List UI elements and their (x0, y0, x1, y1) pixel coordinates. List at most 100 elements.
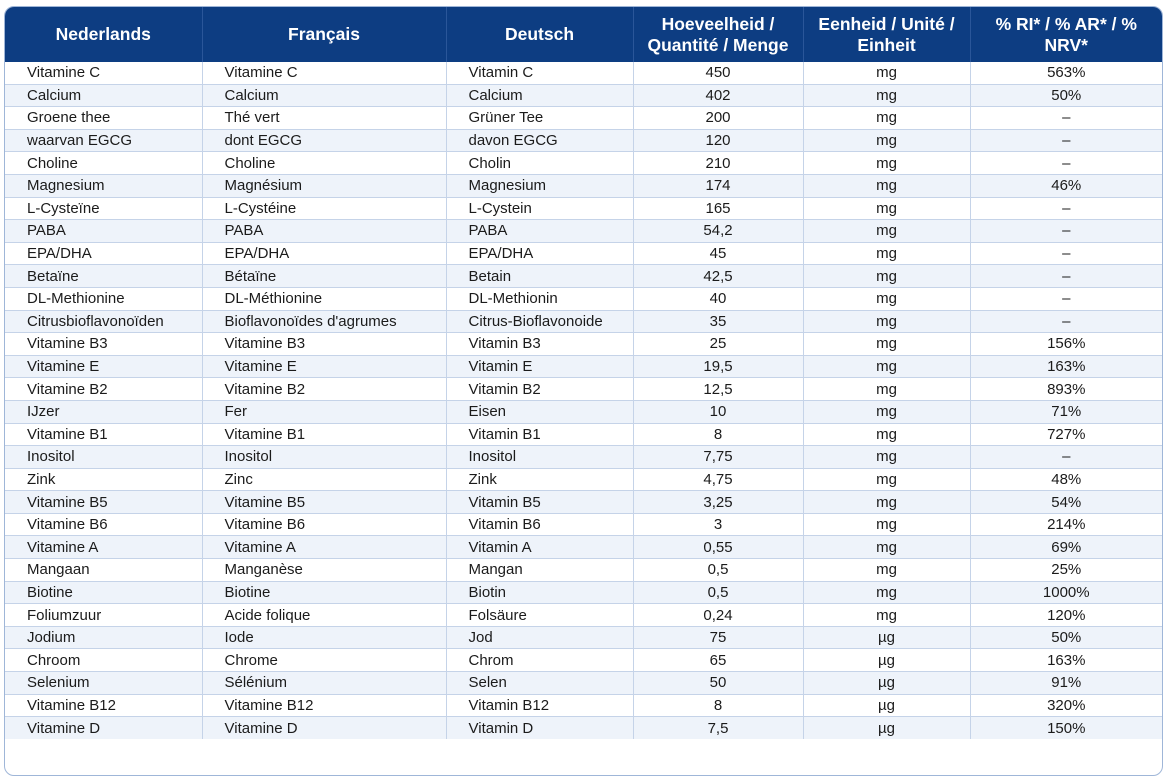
cell-reference-intake: 50% (970, 84, 1162, 108)
table-row: Vitamine B1 Vitamine B1 Vitamin B1 8 mg 727% (5, 423, 1162, 447)
cell-dutch: Vitamine E (5, 355, 203, 379)
table-row: Inositol Inositol Inositol 7,75 mg – (5, 445, 1162, 469)
cell-reference-intake: – (970, 264, 1162, 288)
cell-reference-intake: 69% (970, 535, 1162, 560)
header-french: Français (202, 7, 447, 62)
cell-quantity: 50 (633, 671, 804, 695)
cell-dutch: Foliumzuur (5, 603, 203, 627)
cell-unit: mg (803, 264, 971, 288)
cell-french: Vitamine D (202, 716, 447, 739)
cell-german: Inositol (446, 445, 634, 469)
cell-quantity: 7,75 (633, 445, 804, 469)
cell-unit: mg (803, 62, 971, 85)
cell-dutch: Vitamine A (5, 535, 203, 560)
cell-reference-intake: 54% (970, 490, 1162, 514)
cell-dutch: IJzer (5, 400, 203, 424)
cell-reference-intake: – (970, 129, 1162, 153)
cell-unit: mg (803, 513, 971, 537)
cell-french: Vitamine A (202, 535, 447, 560)
cell-german: Vitamin B1 (446, 423, 634, 447)
cell-unit: mg (803, 287, 971, 311)
cell-quantity: 120 (633, 129, 804, 153)
header-row: Nederlands Français Deutsch Hoeveelheid … (5, 7, 1162, 62)
cell-german: Calcium (446, 84, 634, 108)
table-row: Biotine Biotine Biotin 0,5 mg 1000% (5, 581, 1162, 605)
cell-unit: mg (803, 558, 971, 582)
cell-quantity: 0,24 (633, 603, 804, 627)
cell-quantity: 0,5 (633, 558, 804, 582)
cell-french: Chrome (202, 648, 447, 673)
cell-dutch: Selenium (5, 671, 203, 695)
cell-reference-intake: 163% (970, 355, 1162, 379)
table-row: Vitamine B3 Vitamine B3 Vitamin B3 25 mg 156% (5, 332, 1162, 356)
nutrition-table: Nederlands Français Deutsch Hoeveelheid … (5, 7, 1162, 739)
cell-quantity: 45 (633, 242, 804, 266)
cell-german: EPA/DHA (446, 242, 634, 266)
cell-unit: mg (803, 84, 971, 108)
cell-unit: µg (803, 626, 971, 650)
cell-dutch: Citrusbioflavonoïden (5, 310, 203, 334)
table-row: Jodium Iode Jod 75 µg 50% (5, 626, 1162, 650)
cell-french: EPA/DHA (202, 242, 447, 266)
cell-reference-intake: 563% (970, 62, 1162, 85)
cell-quantity: 25 (633, 332, 804, 356)
cell-reference-intake: 120% (970, 603, 1162, 627)
cell-quantity: 42,5 (633, 264, 804, 288)
cell-quantity: 3,25 (633, 490, 804, 514)
cell-quantity: 4,75 (633, 468, 804, 492)
cell-german: Betain (446, 264, 634, 288)
cell-german: Vitamin B2 (446, 377, 634, 401)
cell-dutch: Vitamine B2 (5, 377, 203, 401)
cell-french: Bioflavonoïdes d'agrumes (202, 310, 447, 334)
table-row: PABA PABA PABA 54,2 mg – (5, 219, 1162, 243)
cell-reference-intake: 48% (970, 468, 1162, 492)
table-row: Vitamine B6 Vitamine B6 Vitamin B6 3 mg 214% (5, 513, 1162, 537)
cell-unit: mg (803, 423, 971, 447)
cell-german: DL-Methionin (446, 287, 634, 311)
cell-french: Fer (202, 400, 447, 424)
cell-reference-intake: 25% (970, 558, 1162, 582)
cell-german: Mangan (446, 558, 634, 582)
cell-dutch: Betaïne (5, 264, 203, 288)
cell-reference-intake: 1000% (970, 581, 1162, 605)
cell-french: Magnésium (202, 174, 447, 198)
cell-french: Acide folique (202, 603, 447, 627)
header-quantity: Hoeveelheid / Quantité / Menge (633, 7, 804, 62)
cell-unit: mg (803, 400, 971, 424)
cell-reference-intake: – (970, 219, 1162, 243)
cell-reference-intake: 163% (970, 648, 1162, 673)
header-reference-intake: % RI* / % AR* / % NRV* (970, 7, 1162, 62)
cell-quantity: 19,5 (633, 355, 804, 379)
cell-unit: mg (803, 242, 971, 266)
cell-german: Vitamin B6 (446, 513, 634, 537)
cell-french: Vitamine B3 (202, 332, 447, 356)
cell-french: Vitamine B12 (202, 694, 447, 718)
cell-quantity: 0,55 (633, 535, 804, 560)
cell-quantity: 75 (633, 626, 804, 650)
header-unit: Eenheid / Unité / Einheit (803, 7, 971, 62)
cell-unit: mg (803, 310, 971, 334)
cell-dutch: L-Cysteïne (5, 197, 203, 221)
cell-french: DL-Méthionine (202, 287, 447, 311)
cell-dutch: Calcium (5, 84, 203, 108)
cell-french: Iode (202, 626, 447, 650)
cell-french: Choline (202, 151, 447, 175)
cell-dutch: PABA (5, 219, 203, 243)
cell-quantity: 3 (633, 513, 804, 537)
cell-reference-intake: 214% (970, 513, 1162, 537)
nutrition-table-container: Nederlands Français Deutsch Hoeveelheid … (4, 6, 1163, 776)
table-row: Vitamine B12 Vitamine B12 Vitamin B12 8 µg 32… (5, 694, 1162, 718)
cell-german: Biotin (446, 581, 634, 605)
table-header: Nederlands Français Deutsch Hoeveelheid … (5, 7, 1162, 62)
cell-reference-intake: – (970, 310, 1162, 334)
cell-unit: mg (803, 445, 971, 469)
cell-german: Grüner Tee (446, 106, 634, 130)
table-row: Mangaan Manganèse Mangan 0,5 mg 25% (5, 558, 1162, 582)
cell-german: Vitamin B12 (446, 694, 634, 718)
cell-german: Vitamin A (446, 535, 634, 560)
cell-dutch: Vitamine B6 (5, 513, 203, 537)
table-row: Calcium Calcium Calcium 402 mg 50% (5, 84, 1162, 108)
cell-french: Manganèse (202, 558, 447, 582)
cell-unit: mg (803, 151, 971, 175)
cell-german: Folsäure (446, 603, 634, 627)
